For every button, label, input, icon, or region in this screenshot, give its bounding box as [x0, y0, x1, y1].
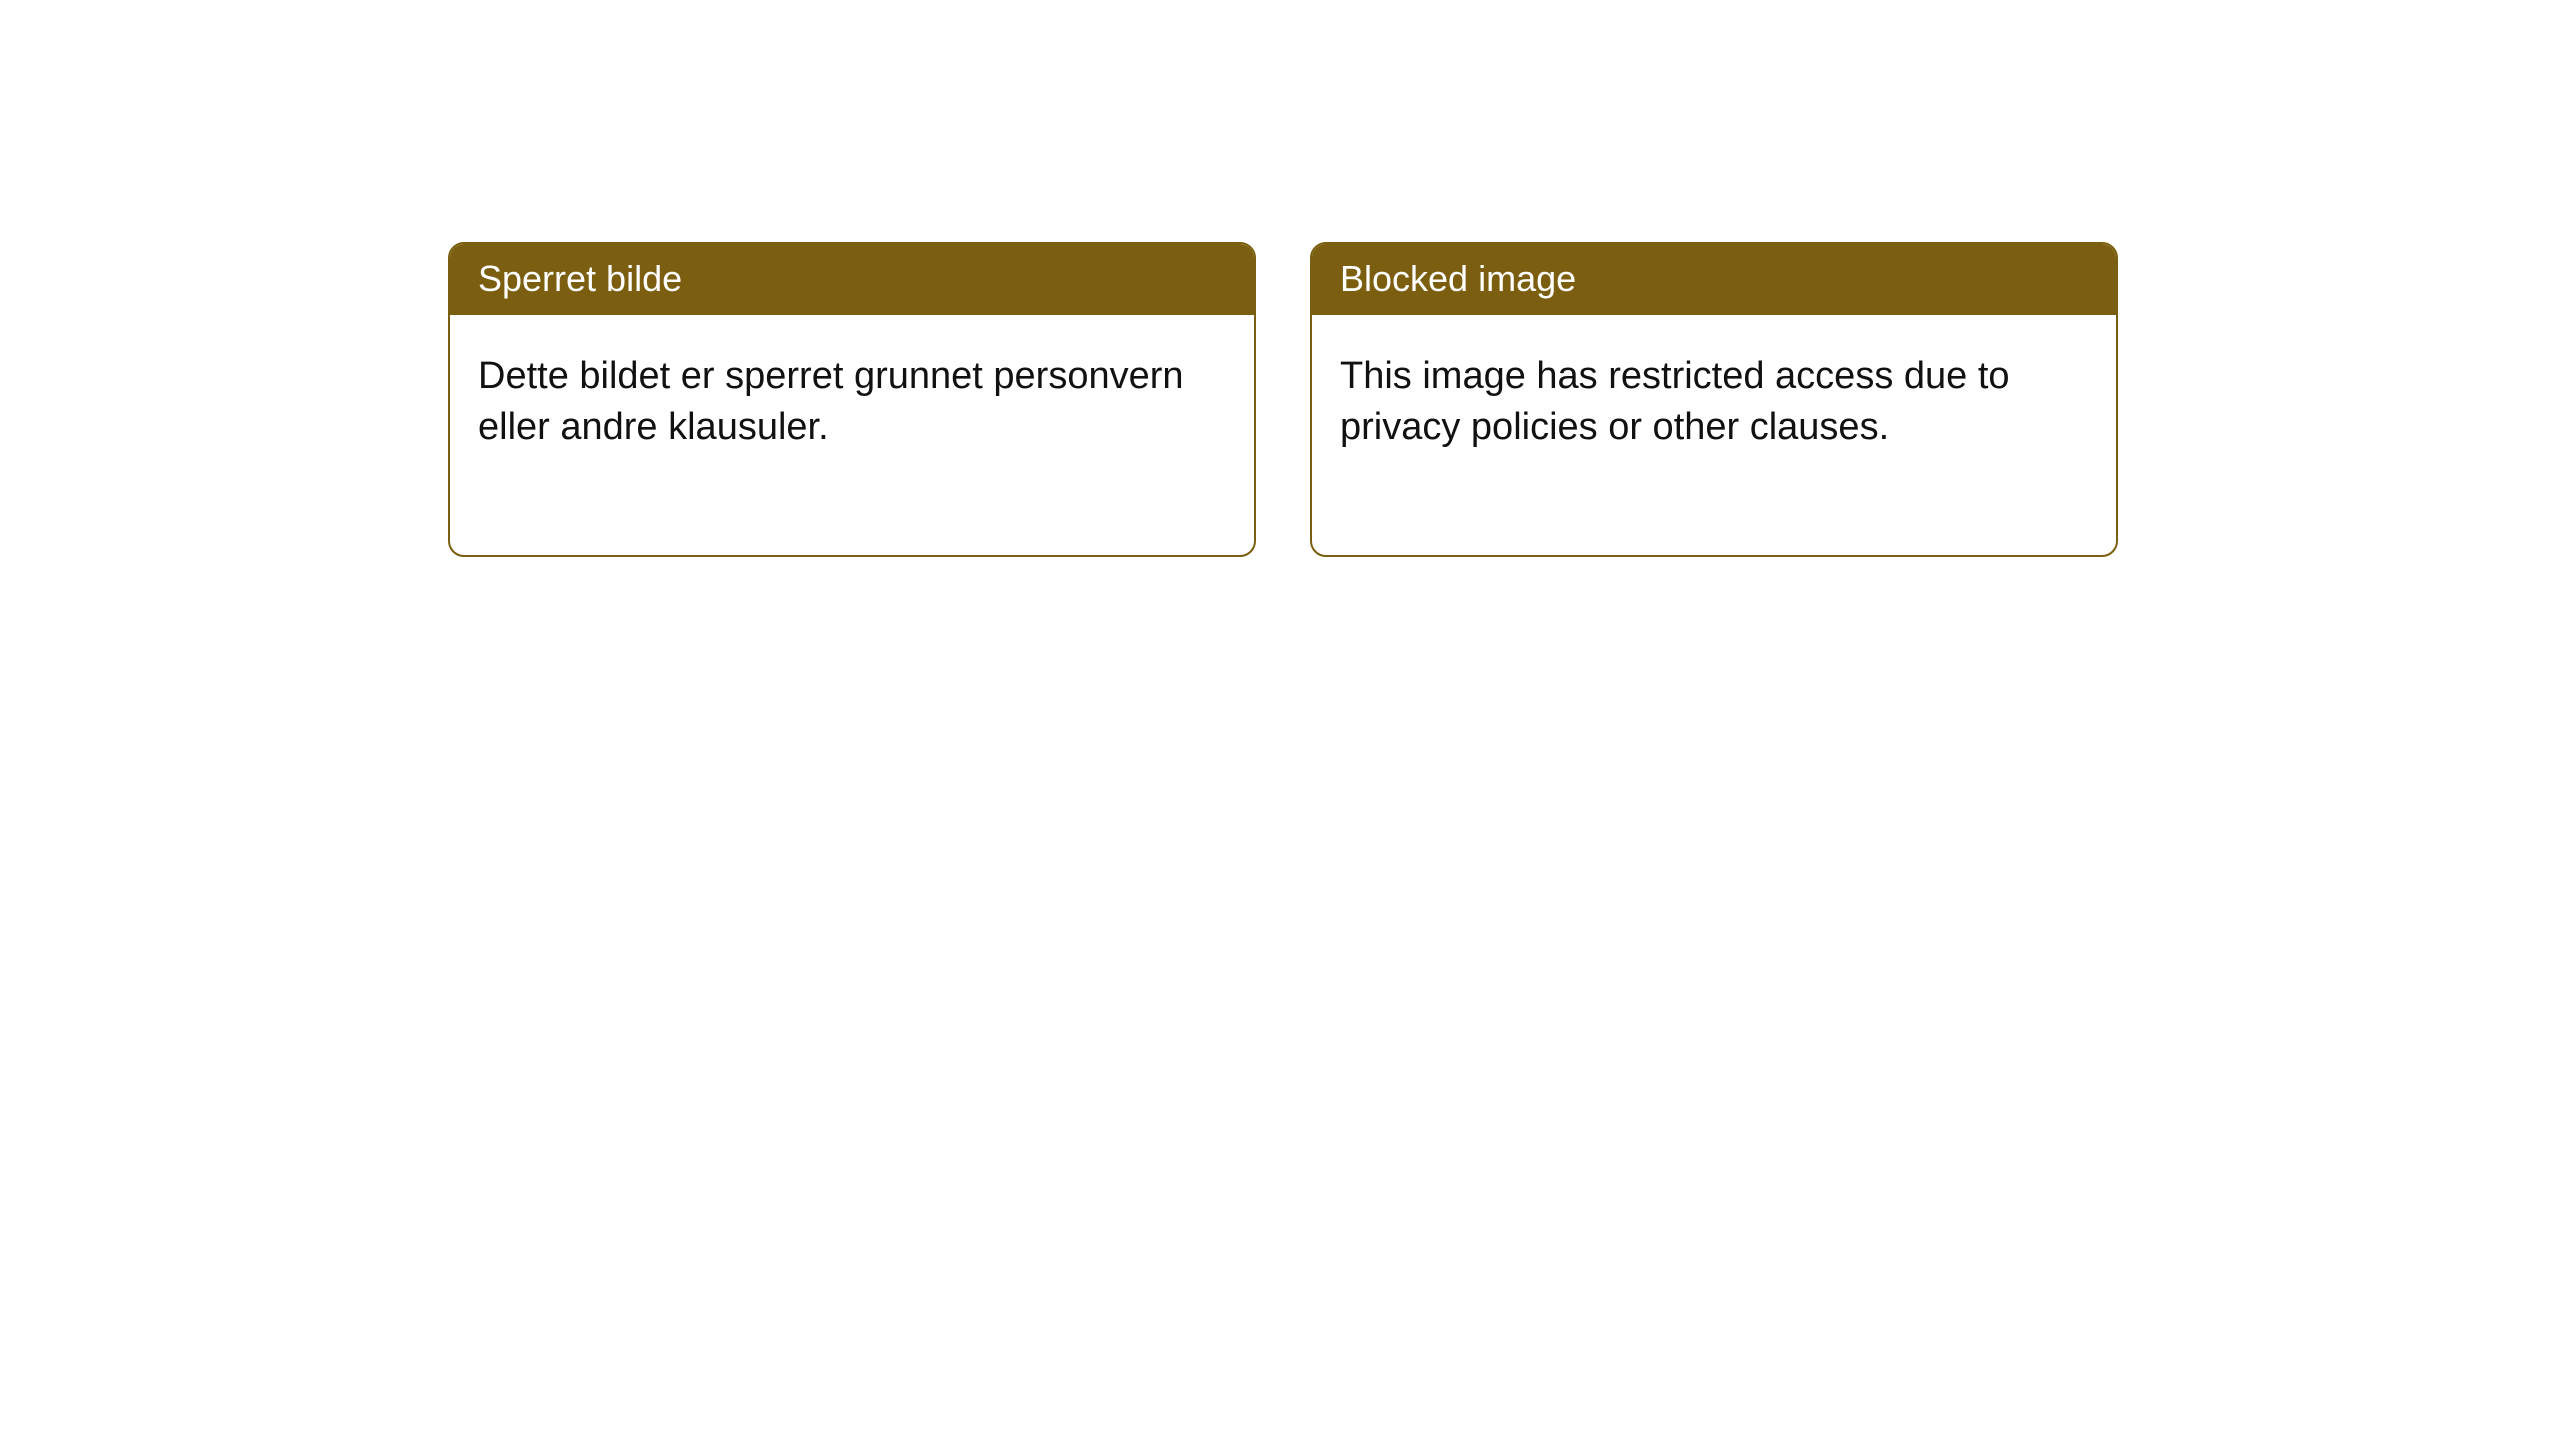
notice-body-norwegian: Dette bildet er sperret grunnet personve… — [450, 315, 1254, 555]
notice-body-english: This image has restricted access due to … — [1312, 315, 2116, 555]
notice-title-norwegian: Sperret bilde — [450, 244, 1254, 315]
notice-container: Sperret bilde Dette bildet er sperret gr… — [0, 0, 2560, 557]
notice-card-english: Blocked image This image has restricted … — [1310, 242, 2118, 557]
notice-card-norwegian: Sperret bilde Dette bildet er sperret gr… — [448, 242, 1256, 557]
notice-title-english: Blocked image — [1312, 244, 2116, 315]
